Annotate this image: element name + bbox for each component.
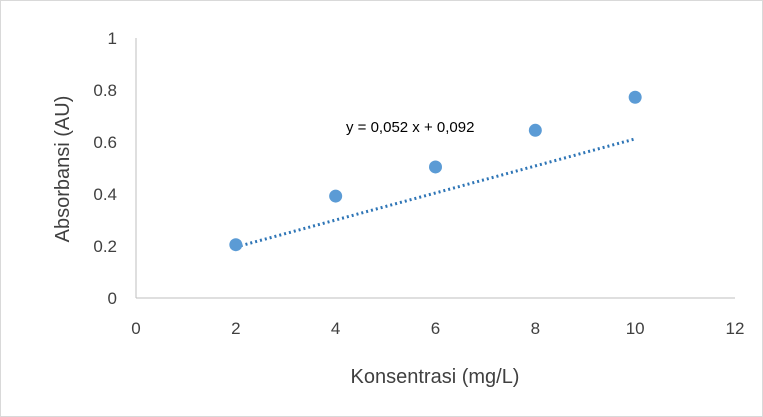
data-point xyxy=(628,90,642,104)
x-tick-label: 0 xyxy=(131,319,140,338)
data-point xyxy=(528,123,542,137)
y-tick-label: 0.2 xyxy=(93,237,117,256)
y-axis-title: Absorbansi (AU) xyxy=(52,96,74,243)
x-tick-label: 4 xyxy=(331,319,340,338)
y-tick-label: 0 xyxy=(108,289,117,308)
x-axis-ticks: 0 2 4 6 8 10 12 xyxy=(131,319,744,338)
y-tick-label: 0.6 xyxy=(93,133,117,152)
trendline xyxy=(235,137,636,249)
x-axis-title: Konsentrasi (mg/L) xyxy=(351,366,520,388)
data-point xyxy=(429,160,442,174)
x-tick-label: 6 xyxy=(431,319,440,338)
trendline-layer xyxy=(235,137,636,249)
x-tick-label: 2 xyxy=(231,319,240,338)
axes xyxy=(135,38,735,299)
data-points xyxy=(229,90,642,252)
x-tick-label: 8 xyxy=(531,319,540,338)
trendline-equation: y = 0,052 x + 0,092 xyxy=(346,119,474,136)
y-tick-label: 0.4 xyxy=(93,185,117,204)
y-tick-label: 1 xyxy=(108,29,117,48)
y-axis-ticks: 0 0.2 0.4 0.6 0.8 1 xyxy=(93,29,117,308)
x-tick-label: 10 xyxy=(626,319,645,338)
y-tick-label: 0.8 xyxy=(93,81,117,100)
data-point xyxy=(329,189,343,203)
data-point xyxy=(229,238,243,252)
x-tick-label: 12 xyxy=(726,319,745,338)
